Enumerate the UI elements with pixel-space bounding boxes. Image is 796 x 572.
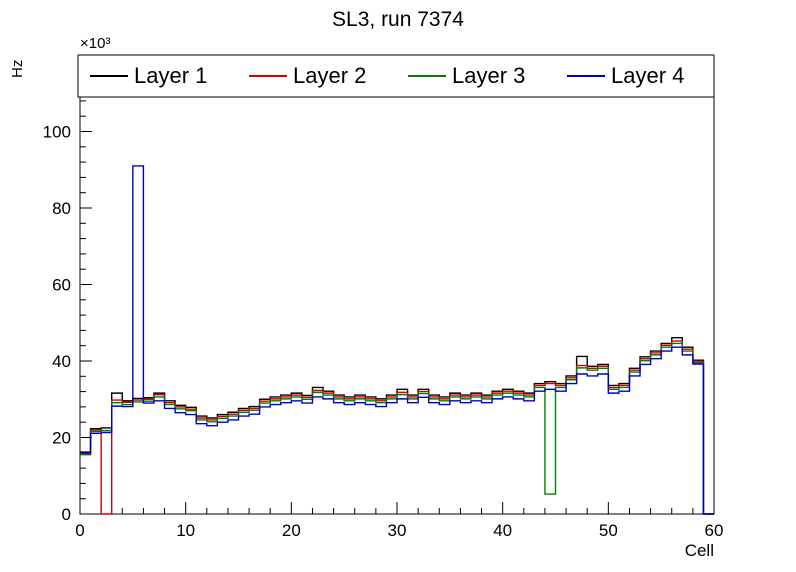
- series-layer-3: [80, 342, 714, 515]
- legend: Layer 1 Layer 2 Layer 3 Layer 4: [77, 54, 715, 98]
- series-layer-1: [80, 336, 714, 515]
- y-tick-label: 20: [52, 429, 71, 448]
- series-layer-2: [80, 340, 714, 515]
- y-tick-label: 100: [43, 123, 71, 142]
- y-axis-title: Hz: [9, 60, 26, 78]
- legend-label-layer-3: Layer 3: [452, 63, 525, 88]
- x-tick-label: 30: [388, 521, 407, 540]
- legend-label-layer-4: Layer 4: [611, 63, 684, 88]
- legend-label-layer-2: Layer 2: [293, 63, 366, 88]
- x-tick-label: 60: [705, 521, 724, 540]
- legend-label-layer-1: Layer 1: [134, 63, 207, 88]
- x-tick-label: 10: [176, 521, 195, 540]
- legend-box: [77, 54, 715, 98]
- plot-frame: [79, 54, 715, 515]
- x-tick-label: 50: [599, 521, 618, 540]
- axes: 0 20 40 60 80 100 0 10 20 30 40 50 60: [43, 54, 724, 540]
- series-group: [80, 165, 714, 515]
- y-tick-label: 60: [52, 276, 71, 295]
- x-tick-label: 0: [75, 521, 84, 540]
- x-axis-title: Cell: [685, 541, 714, 560]
- x-tick-label: 40: [493, 521, 512, 540]
- y-tick-label: 40: [52, 352, 71, 371]
- chart-title: SL3, run 7374: [332, 8, 464, 31]
- y-tick-label: 80: [52, 199, 71, 218]
- series-layer-4: [80, 165, 714, 515]
- y-tick-label: 0: [62, 505, 71, 524]
- x-tick-label: 20: [282, 521, 301, 540]
- y-exponent-label: ×10³: [80, 35, 110, 52]
